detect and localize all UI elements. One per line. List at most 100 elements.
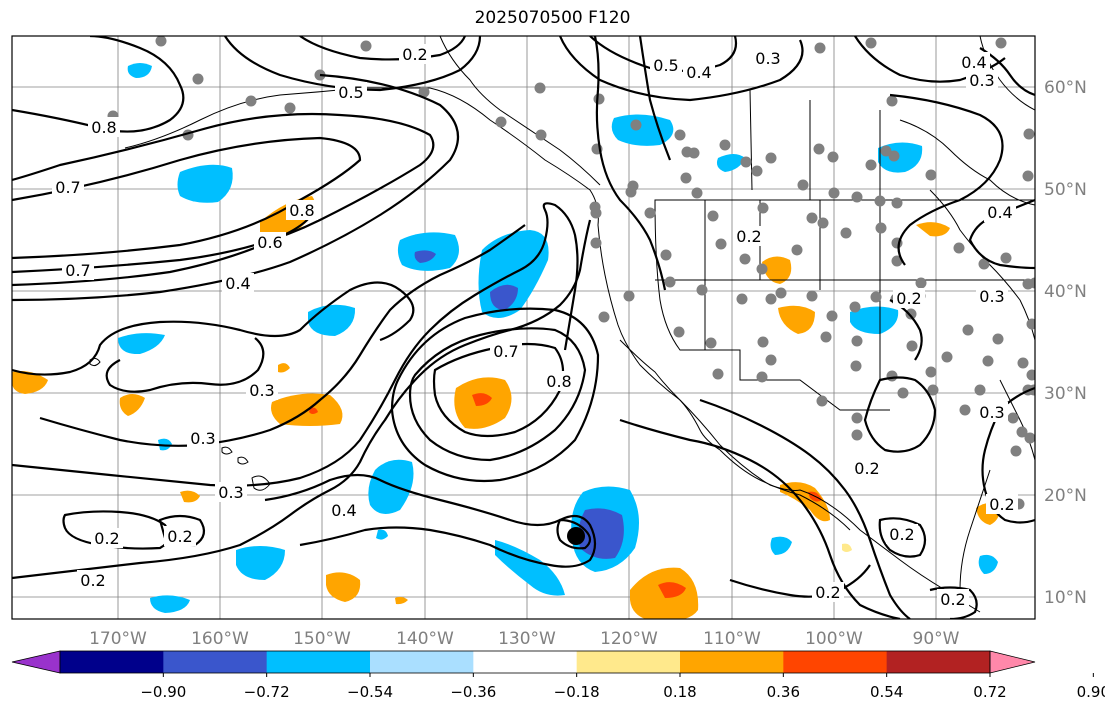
colorbar-tick-label: 0.90	[1077, 683, 1105, 701]
contour-label: 0.2	[896, 289, 921, 308]
contour-label: 0.3	[969, 71, 994, 90]
station-dot	[851, 335, 863, 347]
lat-label: 20°N	[1044, 486, 1087, 506]
station-dot	[680, 172, 692, 184]
station-dot	[1026, 318, 1035, 330]
station-dot	[705, 337, 717, 349]
longitude-labels: 170°W 160°W 150°W 140°W 130°W 120°W 110°…	[89, 629, 960, 649]
colorbar-tick-label: −0.90	[140, 683, 186, 701]
colorbar-tick-label: 0.36	[767, 683, 800, 701]
station-dot	[660, 249, 672, 261]
station-dot	[851, 191, 863, 203]
lon-label: 110°W	[703, 629, 761, 649]
station-dot	[865, 37, 877, 49]
lon-label: 130°W	[498, 629, 556, 649]
contour-label: 0.2	[889, 525, 914, 544]
station-dot	[874, 195, 886, 207]
lon-label: 100°W	[805, 629, 863, 649]
station-dot	[849, 301, 861, 313]
colorbar-swatch	[60, 651, 164, 673]
colorbar-swatch	[783, 651, 888, 673]
station-dot	[865, 159, 877, 171]
station-dot	[905, 308, 917, 320]
contour-label: 0.4	[331, 501, 356, 520]
colorbar-tick-label: −0.18	[554, 683, 600, 701]
colorbar-swatch	[370, 651, 474, 673]
lon-label: 160°W	[191, 629, 249, 649]
colorbar-tick-label: −0.72	[244, 683, 290, 701]
station-dot	[870, 291, 882, 303]
station-dot	[155, 36, 167, 47]
station-dot	[791, 244, 803, 256]
station-dot	[992, 333, 1004, 345]
lon-label: 170°W	[89, 629, 147, 649]
contour-label: 0.8	[289, 201, 314, 220]
contour-label-layer: 0.2 0.5 0.8 0.7 0.8 0.6 0.7 0.4 0.7 0.8 …	[52, 44, 1018, 609]
contour-label: 0.2	[167, 527, 192, 546]
station-dot	[806, 290, 818, 302]
colorbar-tick-label: 0.18	[663, 683, 696, 701]
lat-label: 40°N	[1044, 282, 1087, 302]
station-dot	[245, 95, 257, 107]
station-dot	[1024, 432, 1035, 444]
colorbar-swatch	[163, 651, 268, 673]
station-dot	[806, 212, 818, 224]
lon-label: 120°W	[600, 629, 658, 649]
station-dot	[740, 156, 752, 168]
station-dot	[797, 179, 809, 191]
colorbar-frame	[59, 650, 991, 674]
station-dot	[840, 227, 852, 239]
station-dot	[1023, 128, 1035, 140]
contour-label: 0.8	[546, 372, 571, 391]
contour-label: 0.3	[755, 49, 780, 68]
colorbar: −0.90 −0.72 −0.54 −0.36 −0.18 0.18 0.36 0.54 0.7…	[11, 650, 1105, 701]
colorbar-extend-high	[989, 650, 1036, 674]
station-dot	[707, 210, 719, 222]
lat-label: 30°N	[1044, 384, 1087, 404]
colorbar-swatch	[886, 651, 991, 673]
station-dot	[886, 95, 898, 107]
station-dot	[953, 242, 965, 254]
station-dot	[813, 143, 825, 155]
station-dot	[925, 169, 937, 181]
station-dot	[284, 102, 296, 114]
latitude-labels: 60°N 50°N 40°N 30°N 20°N 10°N	[1044, 78, 1087, 608]
contour-label: 0.2	[402, 45, 427, 64]
station-dot	[941, 351, 953, 363]
station-dot	[418, 86, 430, 98]
station-dot	[765, 293, 777, 305]
station-dot	[927, 384, 939, 396]
station-dot	[756, 263, 768, 275]
station-dot	[891, 197, 903, 209]
station-dot	[360, 40, 372, 52]
colorbar-swatch	[680, 651, 784, 673]
station-dot	[1029, 277, 1035, 289]
station-dots	[107, 36, 1035, 510]
station-dot	[534, 82, 546, 94]
contour-label: 0.7	[55, 178, 80, 197]
contour-label: 0.4	[686, 63, 711, 82]
station-dot	[673, 326, 685, 338]
lat-label: 10°N	[1044, 588, 1087, 608]
colorbar-extend-low	[11, 650, 61, 674]
station-dot	[828, 187, 840, 199]
station-dot	[712, 368, 724, 380]
station-dot	[816, 395, 828, 407]
station-dot	[765, 152, 777, 164]
map-frame	[11, 35, 1036, 620]
station-dot	[757, 336, 769, 348]
station-dot	[192, 73, 204, 85]
contour-label: 0.3	[979, 403, 1004, 422]
contour-label: 0.5	[338, 83, 363, 102]
station-dot	[1026, 369, 1035, 381]
station-dot	[736, 293, 748, 305]
contour-label: 0.4	[225, 274, 250, 293]
contour-label: 0.7	[493, 342, 518, 361]
station-dot	[598, 311, 610, 323]
station-dot	[715, 238, 727, 250]
station-dot	[756, 371, 768, 383]
contour-label: 0.4	[987, 203, 1012, 222]
station-dot	[1010, 445, 1022, 457]
colorbar-swatch	[473, 651, 578, 673]
contour-label: 0.5	[653, 56, 678, 75]
